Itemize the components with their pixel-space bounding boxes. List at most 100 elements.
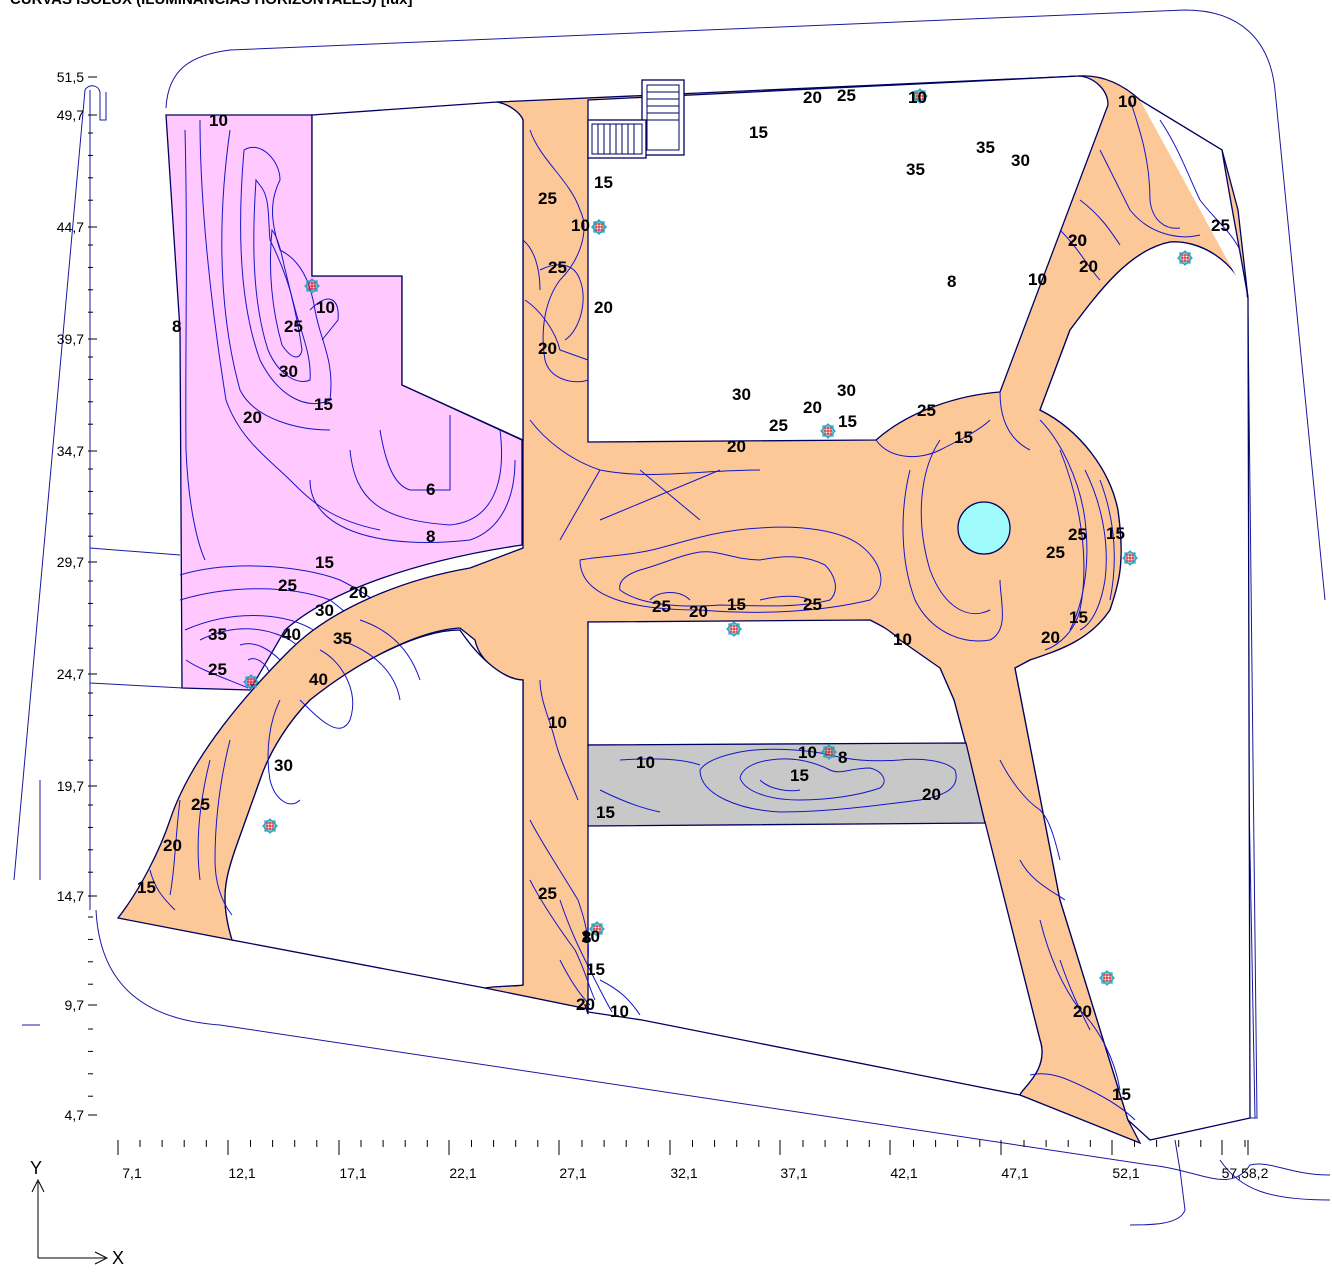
x-tick-label: 22,1 xyxy=(449,1165,476,1181)
fountain xyxy=(957,501,1011,555)
contour-label: 25 xyxy=(278,576,297,595)
contour-label: 20 xyxy=(163,836,182,855)
x-axis: 7,1 12,1 17,1 22,1 27,1 32,1 37,1 42,1 47,1 52,1 5… xyxy=(117,1140,1269,1181)
zone-white-inner-1 xyxy=(587,75,1109,443)
contour-label: 30 xyxy=(279,362,298,381)
contour-label: 20 xyxy=(727,437,746,456)
contour-label: 10 xyxy=(548,713,567,732)
contour-label: 15 xyxy=(594,173,613,192)
zone-gray xyxy=(587,742,986,827)
contour-label: 10 xyxy=(316,298,335,317)
zone-white-right xyxy=(1014,241,1251,1141)
contour-label: 25 xyxy=(1046,543,1065,562)
zone-white-top-right xyxy=(1139,99,1249,299)
x-tick-label: 27,1 xyxy=(559,1165,586,1181)
luminaire-icon xyxy=(1122,550,1138,566)
page-title: CURVAS ISOLUX (ILUMINANCIAS HORIZONTALES… xyxy=(10,0,413,8)
contour-label: 8 xyxy=(838,748,847,767)
contour-label: 25 xyxy=(538,884,557,903)
contour-label: 20 xyxy=(243,408,262,427)
x-tick-label: 57,58,2 xyxy=(1222,1165,1269,1181)
contour-label: 6 xyxy=(426,480,435,499)
x-tick-label: 7,1 xyxy=(122,1165,142,1181)
contour-label: 20 xyxy=(803,398,822,417)
contour-label: 20 xyxy=(1041,628,1060,647)
contour-label: 15 xyxy=(1106,524,1125,543)
contour-label: 30 xyxy=(274,756,293,775)
contour-label: 15 xyxy=(586,960,605,979)
contour-labels-orange: 10 25 25 20 20 20 15 25 15 25 15 25 20 1… xyxy=(137,92,1230,1104)
contour-label: 25 xyxy=(1211,216,1230,235)
contour-label: 35 xyxy=(333,629,352,648)
y-tick-label: 29,7 xyxy=(57,554,84,570)
luminaire-icon xyxy=(591,219,607,235)
contour-label: 10 xyxy=(798,743,817,762)
contour-label: 10 xyxy=(581,927,600,946)
contour-label: 20 xyxy=(576,995,595,1014)
contour-label: 10 xyxy=(893,630,912,649)
contour-label: 15 xyxy=(1112,1085,1131,1104)
y-tick-label: 49,7 xyxy=(57,107,84,123)
contour-label: 20 xyxy=(922,785,941,804)
contour-label: 35 xyxy=(208,625,227,644)
contour-labels-gray: 10 8 15 10 20 xyxy=(636,743,941,804)
y-tick-label: 34,7 xyxy=(57,443,84,459)
contour-label: 35 xyxy=(906,160,925,179)
contour-label: 25 xyxy=(538,189,557,208)
contour-label: 15 xyxy=(596,803,615,822)
zone-orange xyxy=(116,75,1251,1145)
luminaire-icon xyxy=(726,621,742,637)
contour-label: 30 xyxy=(837,381,856,400)
contour-label: 30 xyxy=(732,385,751,404)
contour-label: 30 xyxy=(315,601,334,620)
contour-label: 25 xyxy=(208,660,227,679)
contour-labels-green: 20 25 10 15 35 30 35 15 10 20 8 10 30 30… xyxy=(571,86,1047,456)
zone-white-court-2 xyxy=(587,821,1043,1096)
x-tick-label: 17,1 xyxy=(339,1165,366,1181)
luminaire-icon xyxy=(304,278,320,294)
contour-label: 30 xyxy=(1011,151,1030,170)
x-tick-label: 52,1 xyxy=(1112,1165,1139,1181)
contour-label: 20 xyxy=(538,339,557,358)
x-tick-label: 12,1 xyxy=(228,1165,255,1181)
y-axis: 51,5 49,7 44,7 39,7 34,7 29,7 24,7 19,7 14,7 9,7 4… xyxy=(57,69,97,1123)
contour-label: 25 xyxy=(548,258,567,277)
y-tick-label: 44,7 xyxy=(57,219,84,235)
luminaire-icon xyxy=(1099,970,1115,986)
x-tick-label: 42,1 xyxy=(890,1165,917,1181)
luminaire-icon xyxy=(1177,250,1193,266)
contour-label: 15 xyxy=(790,766,809,785)
contour-label: 15 xyxy=(749,123,768,142)
y-tick-label: 4,7 xyxy=(65,1107,85,1123)
stairs-structure xyxy=(587,79,685,159)
y-tick-label: 24,7 xyxy=(57,666,84,682)
contour-label: 10 xyxy=(610,1002,629,1021)
y-tick-label: 51,5 xyxy=(57,69,84,85)
contour-labels-pink: 10 10 8 25 30 15 20 6 8 15 25 20 30 35 4… xyxy=(172,111,435,689)
y-tick-label: 14,7 xyxy=(57,888,84,904)
luminaire-icon xyxy=(912,88,928,104)
contour-label: 25 xyxy=(769,416,788,435)
luminaire-icon xyxy=(262,818,278,834)
contour-label: 15 xyxy=(1069,608,1088,627)
contour-label: 8 xyxy=(947,272,956,291)
y-tick-label: 9,7 xyxy=(65,997,85,1013)
luminaire-icon xyxy=(243,674,259,690)
zone-gray-fill xyxy=(587,742,986,827)
contour-label: 25 xyxy=(652,597,671,616)
luminaire-icon xyxy=(589,921,605,937)
contour-label: 10 xyxy=(571,216,590,235)
luminaires xyxy=(243,88,1193,986)
contour-label: 15 xyxy=(315,553,334,572)
contour-label: 25 xyxy=(284,317,303,336)
x-tick-label: 32,1 xyxy=(670,1165,697,1181)
contour-label: 25 xyxy=(191,795,210,814)
zone-white-left xyxy=(224,629,524,989)
contour-label: 35 xyxy=(976,138,995,157)
contour-label: 15 xyxy=(727,595,746,614)
contour-label: 20 xyxy=(1068,231,1087,250)
contour-label: 20 xyxy=(1068,231,1087,250)
luminaire-icon xyxy=(821,744,837,760)
luminaire-icon xyxy=(820,423,836,439)
